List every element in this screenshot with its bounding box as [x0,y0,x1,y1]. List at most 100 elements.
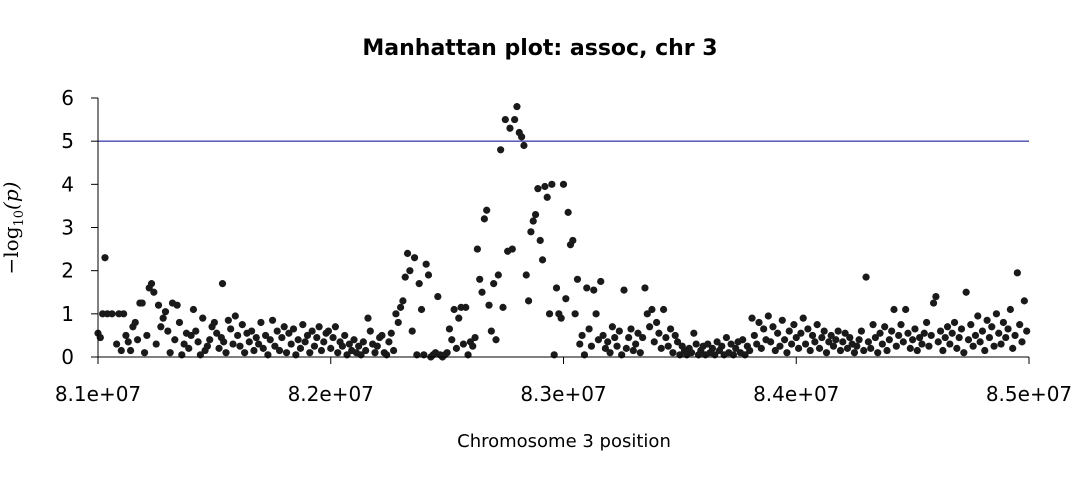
data-point [508,245,516,253]
data-point [140,349,149,357]
data-point [587,342,596,350]
data-point [334,349,342,357]
data-point [727,340,735,348]
data-point [825,338,833,346]
data-point [946,340,954,348]
data-point [231,312,239,320]
data-point [101,254,109,262]
y-axis-label-prefix: −log [0,226,23,275]
data-point [939,346,947,355]
data-point [520,141,528,150]
data-point [476,275,484,283]
data-point [771,346,779,355]
data-point [592,310,600,318]
data-point [620,286,628,294]
data-point [662,333,670,342]
data-point [606,349,614,357]
x-axis-label: Chromosome 3 position [457,431,671,452]
data-point [245,338,253,346]
data-point [117,346,125,355]
data-point [187,331,195,340]
data-point [632,340,640,348]
data-point [559,180,568,188]
data-point [748,314,756,322]
data-point [541,182,549,191]
data-point [764,312,772,320]
data-point [969,342,977,350]
data-point [254,340,263,348]
data-point [932,292,940,301]
data-point [832,336,840,344]
data-point [815,344,824,352]
data-point [578,331,586,340]
data-point [485,301,493,309]
data-point [108,310,116,318]
data-point [301,338,309,346]
data-point [594,336,603,344]
data-point [478,288,486,296]
data-point [306,349,314,357]
data-point [138,299,146,307]
data-point [248,327,256,335]
data-point [1020,297,1028,305]
data-point [909,336,917,344]
x-axis-ticks: 8.1e+07 8.2e+07 8.3e+07 8.4e+07 8.5e+07 [55,357,1072,406]
data-point [690,329,698,337]
data-point [808,331,817,340]
data-point [261,331,270,340]
data-point [787,340,796,348]
data-point [126,346,135,355]
data-point [133,336,142,344]
data-point [983,316,991,324]
data-point [769,323,777,331]
data-point [180,340,188,348]
data-point [552,284,561,292]
data-point [836,346,845,355]
y-axis-label: −log10(p) [0,182,27,275]
data-point [613,342,621,350]
data-point [497,146,505,154]
data-point [911,325,919,333]
data-point [1018,338,1026,346]
data-point [331,323,340,331]
data-point [687,349,696,357]
data-point [215,344,223,352]
y-tick-label: 2 [61,259,74,283]
data-point [822,349,831,357]
data-point [950,318,959,327]
data-point [218,280,227,288]
data-point [885,336,893,344]
data-point [646,323,654,331]
data-point [150,288,158,296]
data-point [916,333,924,342]
data-point [601,344,609,352]
data-point [874,349,882,357]
data-point [424,271,433,279]
data-point [629,346,637,355]
data-point [922,318,931,327]
data-point [648,305,656,314]
data-point [338,342,346,350]
data-point [864,338,873,346]
data-point [813,321,821,329]
data-point [999,318,1007,327]
data-point [843,344,852,352]
data-point [664,342,672,350]
data-point [157,323,165,331]
x-tick-label: 8.1e+07 [55,382,141,406]
data-point [1013,269,1021,277]
data-point [459,340,468,348]
data-point [988,323,996,331]
data-point [841,329,849,337]
data-point [897,321,905,329]
data-point [718,342,726,350]
data-point [778,316,786,324]
data-point [396,303,405,311]
data-point [531,210,540,219]
data-point [173,301,181,309]
data-point [443,349,451,357]
data-point [234,331,242,340]
data-point [804,325,812,333]
data-point [513,103,521,111]
